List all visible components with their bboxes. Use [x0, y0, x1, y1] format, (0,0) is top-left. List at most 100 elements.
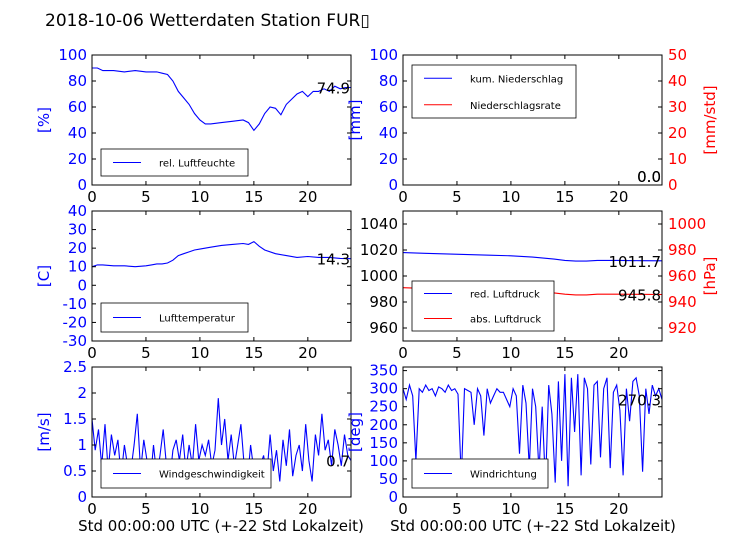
series-line-0	[403, 252, 662, 262]
plot-frame	[91, 366, 352, 498]
x-tick-label: 0	[87, 188, 97, 206]
y-right-tick-label: 980	[668, 241, 697, 259]
current-value-label: 1011.7	[609, 253, 662, 271]
y-tick-label: 10	[68, 258, 87, 276]
y-right-tick-label: 940	[668, 293, 697, 311]
plot-frame	[91, 210, 352, 342]
x-tick-label: 10	[501, 500, 520, 518]
panel-windspeed: 0 5 10 15 20 0 0.5 1 1.5 2 2.5 [m/s] 0.7 Windgeschwin…	[35, 358, 352, 518]
y-right-tick-label: 10	[668, 150, 687, 168]
y-right-axis-label: [mm/std]	[701, 85, 719, 154]
current-value-label: 0.7	[326, 453, 350, 471]
x-tick-label: 0	[87, 500, 97, 518]
current-value-label: 14.3	[317, 251, 350, 269]
y-tick-label: 20	[68, 150, 87, 168]
y-tick-label: 20	[379, 150, 398, 168]
x-tick-label: 15	[244, 188, 263, 206]
y-tick-label: 0	[77, 176, 87, 194]
panel-pressure: 0 5 10 15 20 960 980 1000 1020 1040 920 940 960 980 10…	[360, 210, 719, 362]
plot-frame	[402, 366, 663, 498]
y-tick-label: 40	[68, 202, 87, 220]
y-tick-label: 0	[77, 488, 87, 506]
legend-label: Niederschlagsrate	[470, 101, 561, 112]
x-tick-label: 20	[298, 500, 317, 518]
x-tick-label: 15	[244, 500, 263, 518]
x-tick-label: 10	[190, 500, 209, 518]
y-axis-label: [mm]	[346, 100, 364, 141]
x-axis-label-right: Std 00:00:00 UTC (+-22 Std Lokalzeit)	[390, 517, 676, 535]
legend-label: abs. Luftdruck	[470, 315, 541, 326]
y-tick-label: 60	[68, 98, 87, 116]
y-tick-label: 20	[68, 239, 87, 257]
y-tick-label: 250	[369, 398, 398, 416]
y-tick-label: 30	[68, 221, 87, 239]
y-tick-label: 980	[369, 293, 398, 311]
y-tick-label: 60	[379, 98, 398, 116]
y-tick-label: 150	[369, 434, 398, 452]
y-tick-label: 0.5	[63, 462, 87, 480]
y-axis-label: [C]	[35, 265, 53, 287]
y-tick-label: 350	[369, 362, 398, 380]
x-tick-label: 10	[501, 344, 520, 362]
legend: Windgeschwindigkeit	[100, 458, 272, 489]
x-tick-label: 15	[555, 188, 574, 206]
current-value-label: 0.0	[637, 168, 661, 186]
y-tick-label: -10	[63, 295, 88, 313]
x-tick-label: 10	[190, 344, 209, 362]
legend-label: Windrichtung	[470, 470, 537, 481]
y-tick-label: 1	[77, 436, 87, 454]
series-line-0	[92, 67, 351, 132]
legend-frame	[411, 280, 555, 332]
x-tick-label: 20	[298, 188, 317, 206]
y-tick-label: 100	[369, 452, 398, 470]
x-tick-label: 5	[141, 344, 151, 362]
x-tick-label: 0	[398, 188, 408, 206]
legend: red. Luftdruck abs. Luftdruck	[411, 280, 555, 332]
legend-label: rel. Luftfeuchte	[159, 159, 235, 170]
x-tick-label: 15	[244, 344, 263, 362]
legend: Lufttemperatur	[100, 302, 249, 333]
legend: kum. Niederschlag Niederschlagsrate	[411, 64, 577, 119]
y-tick-label: 0	[388, 176, 398, 194]
x-tick-label: 5	[141, 188, 151, 206]
y-tick-label: 960	[369, 319, 398, 337]
y-right-tick-label: 30	[668, 98, 687, 116]
y-tick-label: 300	[369, 380, 398, 398]
y-tick-label: 2.5	[63, 358, 87, 376]
y-axis-label: [deg]	[346, 412, 364, 452]
y-tick-label: 80	[68, 72, 87, 90]
y-axis-label: [%]	[35, 107, 53, 133]
legend-label: kum. Niederschlag	[470, 74, 563, 85]
panel-humidity: 0 5 10 15 20 0 20 40 60 80 100 [%] 74.9 rel. Luftfeuc…	[35, 46, 352, 206]
y-tick-label: 1020	[360, 241, 398, 259]
y-tick-label: 40	[379, 124, 398, 142]
y-tick-label: 80	[379, 72, 398, 90]
y-right-tick-label: 20	[668, 124, 687, 142]
legend-label: Windgeschwindigkeit	[159, 470, 265, 481]
current-value-label-right: 945.8	[618, 286, 661, 304]
y-tick-label: -20	[63, 313, 88, 331]
x-tick-label: 0	[398, 500, 408, 518]
y-tick-label: 100	[369, 46, 398, 64]
panel-temperature: 0 5 10 15 20-30-20-10010203040[C]14.3Lufttem…	[35, 202, 352, 362]
panel-winddir: 0 5 10 15 20050100150200250300350[deg]270.3W…	[346, 362, 663, 518]
legend: rel. Luftfeuchte	[100, 148, 249, 177]
y-axis-label: [m/s]	[35, 412, 53, 451]
y-tick-label: 200	[369, 416, 398, 434]
x-tick-label: 20	[298, 344, 317, 362]
y-tick-label: 100	[58, 46, 87, 64]
y-tick-label: 2	[77, 384, 87, 402]
series-line-0	[92, 240, 351, 268]
series-line-0	[403, 374, 662, 487]
current-value-label: 270.3	[618, 392, 661, 410]
x-tick-label: 20	[609, 500, 628, 518]
legend: Windrichtung	[411, 458, 549, 489]
y-right-tick-label: 50	[668, 46, 687, 64]
legend-frame	[411, 64, 577, 119]
y-right-tick-label: 0	[668, 176, 678, 194]
y-tick-label: 0	[77, 276, 87, 294]
y-tick-label: 50	[379, 470, 398, 488]
x-tick-label: 5	[452, 344, 462, 362]
y-right-axis-label: [hPa]	[701, 257, 719, 296]
